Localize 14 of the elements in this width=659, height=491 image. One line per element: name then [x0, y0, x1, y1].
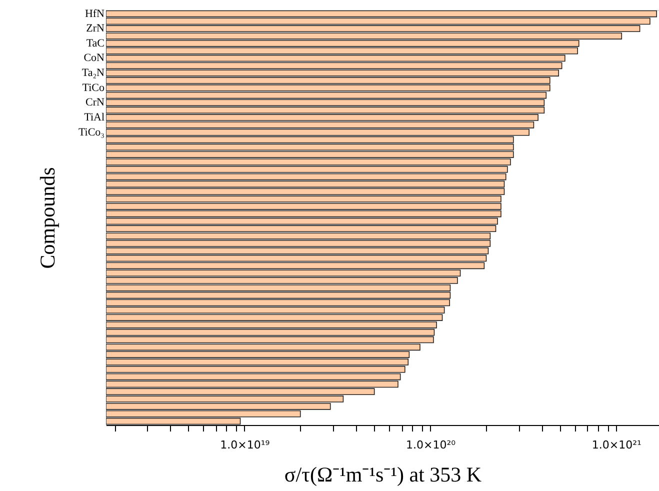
x-axis-title: σ/τ(Ω⁻¹m⁻¹s⁻¹) at 353 K — [284, 462, 482, 486]
y-tick-label: CoN — [84, 52, 105, 64]
y-tick-label: CrN — [86, 96, 105, 109]
y-tick-label: TaC — [86, 37, 104, 50]
y-tick-label: TiCo₃ — [78, 126, 105, 138]
y-tick-label: TiAl — [84, 111, 104, 124]
y-tick-label: TiCo — [82, 82, 105, 94]
x-tick-label: 1.0×10¹⁹ — [220, 438, 270, 452]
y-tick-label: HfN — [84, 8, 105, 20]
y-tick-label: ZrN — [86, 22, 105, 35]
y-axis-title: Compounds — [35, 167, 60, 269]
y-tick-label: Ta₂N — [82, 67, 105, 80]
x-tick-label: 1.0×10²¹ — [592, 438, 642, 452]
x-tick-label: 1.0×10²⁰ — [406, 438, 456, 452]
